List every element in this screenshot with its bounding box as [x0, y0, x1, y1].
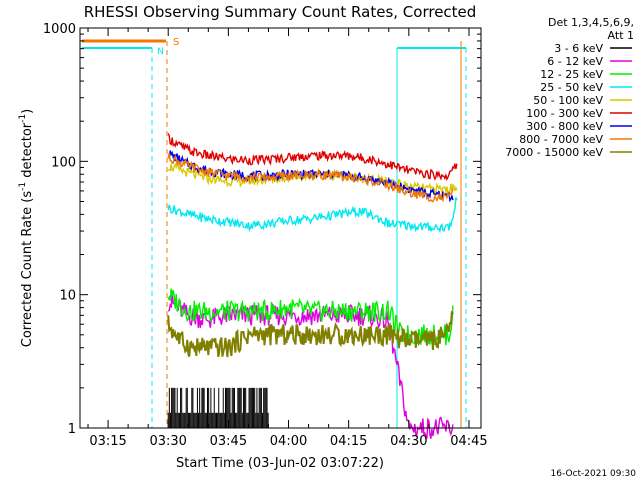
- x-tick-label: 03:30: [149, 434, 186, 449]
- legend-item-label: 25 - 50 keV: [540, 81, 603, 94]
- x-tick-label: 04:30: [390, 434, 427, 449]
- legend-item-label: 3 - 6 keV: [554, 42, 603, 55]
- y-axis-label: Corrected Count Rate (s-1 detector-1): [18, 109, 35, 347]
- y-tick-label: 100: [51, 155, 76, 170]
- x-axis-label: Start Time (03-Jun-02 03:07:22): [176, 456, 384, 471]
- y-axis-label-sup2: -1: [18, 114, 28, 123]
- x-tick-label: 03:45: [210, 434, 247, 449]
- s-flag-label: S: [173, 37, 179, 48]
- footer-date: 16-Oct-2021 09:30: [551, 469, 637, 479]
- y-tick-label: 1000: [43, 22, 76, 37]
- y-axis-label-end: ): [20, 109, 35, 114]
- series-line: [167, 294, 454, 439]
- legend-item-label: 50 - 100 keV: [533, 94, 603, 107]
- legend-header-line-1: Det 1,3,4,5,6,9,: [548, 16, 634, 29]
- legend-item-label: 800 - 7000 keV: [519, 133, 603, 146]
- series-line: [167, 150, 454, 203]
- series-line: [167, 133, 458, 181]
- y-axis-label-sup1: -1: [18, 182, 28, 191]
- x-tick-label: 04:15: [330, 434, 367, 449]
- x-tick-label: 04:45: [450, 434, 487, 449]
- chart-title: RHESSI Observing Summary Count Rates, Co…: [84, 3, 477, 21]
- legend-item-label: 100 - 300 keV: [526, 107, 603, 120]
- series-3-6-kev: [167, 387, 269, 428]
- series-line: [167, 197, 458, 234]
- n-flag-label: N: [157, 47, 164, 57]
- plot-frame: [79, 27, 482, 429]
- legend-item-label: 300 - 800 keV: [526, 120, 603, 133]
- legend-item-label: 7000 - 15000 keV: [505, 146, 603, 159]
- y-tick-label: 10: [59, 289, 76, 304]
- legend-item-label: 6 - 12 keV: [547, 55, 603, 68]
- x-tick-label: 03:15: [89, 434, 126, 449]
- x-axis-ticks: 03:15 03:30 03:45 04:00 04:15 04:30 04:45: [87, 28, 488, 449]
- series-line: [167, 152, 454, 203]
- y-axis-label-main: Corrected Count Rate (s: [20, 191, 35, 348]
- legend-item-label: 12 - 25 keV: [540, 68, 603, 81]
- y-tick-label: 1: [68, 422, 76, 437]
- plot-area: NS: [82, 37, 467, 439]
- legend-header-line-2: Att 1: [608, 29, 634, 42]
- series-line: [167, 310, 454, 358]
- x-tick-label: 04:00: [270, 434, 307, 449]
- y-axis-label-mid: detector: [20, 122, 35, 182]
- y-axis-ticks: 1 10 100 1000: [43, 22, 481, 437]
